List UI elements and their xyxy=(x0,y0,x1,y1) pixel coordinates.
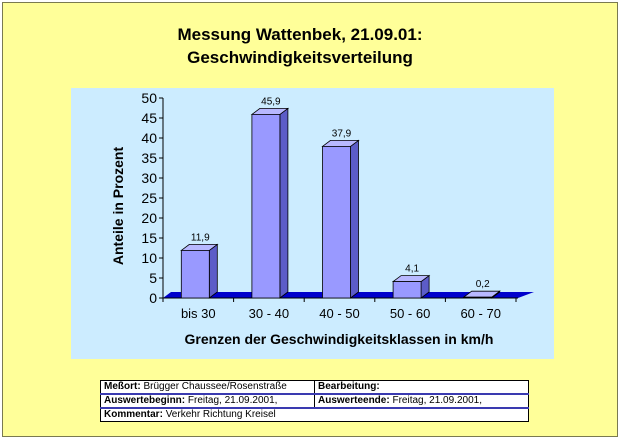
y-tick-label: 30 xyxy=(141,170,157,186)
bar-value-label: 4,1 xyxy=(405,264,419,275)
x-tick-label: 30 - 40 xyxy=(249,306,289,321)
y-tick-label: 35 xyxy=(141,150,157,166)
y-tick-label: 10 xyxy=(141,250,157,266)
chart-title-line-2: Geschwindigkeitsverteilung xyxy=(187,48,413,67)
info-row-3: Kommentar: Verkehr Richtung Kreisel xyxy=(100,407,529,422)
messort-label: Meßort: xyxy=(104,381,141,392)
bar-chart: 0 5 10 15 20 25 30 35 40 45 50 11,9 bis 30 45,9 30 - 4… xyxy=(110,90,534,347)
bar-value-label: 11,9 xyxy=(191,232,210,243)
kommentar-value: Verkehr Richtung Kreisel xyxy=(165,409,276,420)
bar-side xyxy=(279,107,289,299)
x-tick-label: 50 - 60 xyxy=(390,306,430,321)
messort-cell: Meßort: Brügger Chaussee/Rosenstraße xyxy=(100,380,315,395)
beginn-cell: Auswertebeginn: Freitag, 21.09.2001, xyxy=(100,393,315,409)
bearbeitung-cell: Bearbeitung: xyxy=(314,380,529,395)
ende-label: Auswerteende: xyxy=(318,395,390,406)
y-tick-label: 5 xyxy=(149,270,157,286)
y-tick-label: 0 xyxy=(149,290,157,306)
chart-frame: Messung Wattenbek, 21.09.01: Geschwindig… xyxy=(2,2,618,437)
y-tick-label: 40 xyxy=(141,130,157,146)
bar-side xyxy=(208,243,218,299)
y-tick-label: 50 xyxy=(141,90,157,106)
info-table: Meßort: Brügger Chaussee/Rosenstraße Bea… xyxy=(100,380,529,422)
bar-side xyxy=(350,139,359,299)
plot-area: 0 5 10 15 20 25 30 35 40 45 50 11,9 bis 30 45,9 30 - 4… xyxy=(71,88,554,359)
y-tick-label: 25 xyxy=(141,190,157,206)
x-tick-label: bis 30 xyxy=(181,306,216,321)
bar-value-label: 37,9 xyxy=(332,128,352,139)
y-axis-title: Anteile in Prozent xyxy=(110,147,126,266)
bar xyxy=(251,113,281,299)
info-row-2: Auswertebeginn: Freitag, 21.09.2001, Aus… xyxy=(100,393,529,409)
bar xyxy=(180,249,210,299)
y-tick-label: 45 xyxy=(141,110,157,126)
bar xyxy=(392,281,422,299)
bar-value-label: 0,2 xyxy=(476,279,490,290)
x-axis-title: Grenzen der Geschwindigkeitsklassen in k… xyxy=(185,331,494,347)
beginn-label: Auswertebeginn: xyxy=(104,395,186,406)
kommentar-cell: Kommentar: Verkehr Richtung Kreisel xyxy=(100,407,529,422)
chart-title-line-1: Messung Wattenbek, 21.09.01: xyxy=(177,25,423,44)
info-row-1: Meßort: Brügger Chaussee/Rosenstraße Bea… xyxy=(100,380,529,395)
bar xyxy=(463,296,493,299)
x-tick-label: 40 - 50 xyxy=(319,306,359,321)
chart-title: Messung Wattenbek, 21.09.01: Geschwindig… xyxy=(3,23,597,69)
x-tick-label: 60 - 70 xyxy=(460,306,500,321)
kommentar-label: Kommentar: xyxy=(104,409,163,420)
bar-value-label: 45,9 xyxy=(261,96,281,107)
y-tick-label: 20 xyxy=(141,210,157,226)
messort-value: Brügger Chaussee/Rosenstraße xyxy=(143,381,287,392)
ende-cell: Auswerteende: Freitag, 21.09.2001, xyxy=(314,393,529,409)
y-tick-label: 15 xyxy=(141,230,157,246)
bearbeitung-label: Bearbeitung: xyxy=(318,381,380,392)
beginn-value: Freitag, 21.09.2001, xyxy=(187,395,278,406)
ende-value: Freitag, 21.09.2001, xyxy=(392,395,482,406)
bar xyxy=(322,146,351,299)
